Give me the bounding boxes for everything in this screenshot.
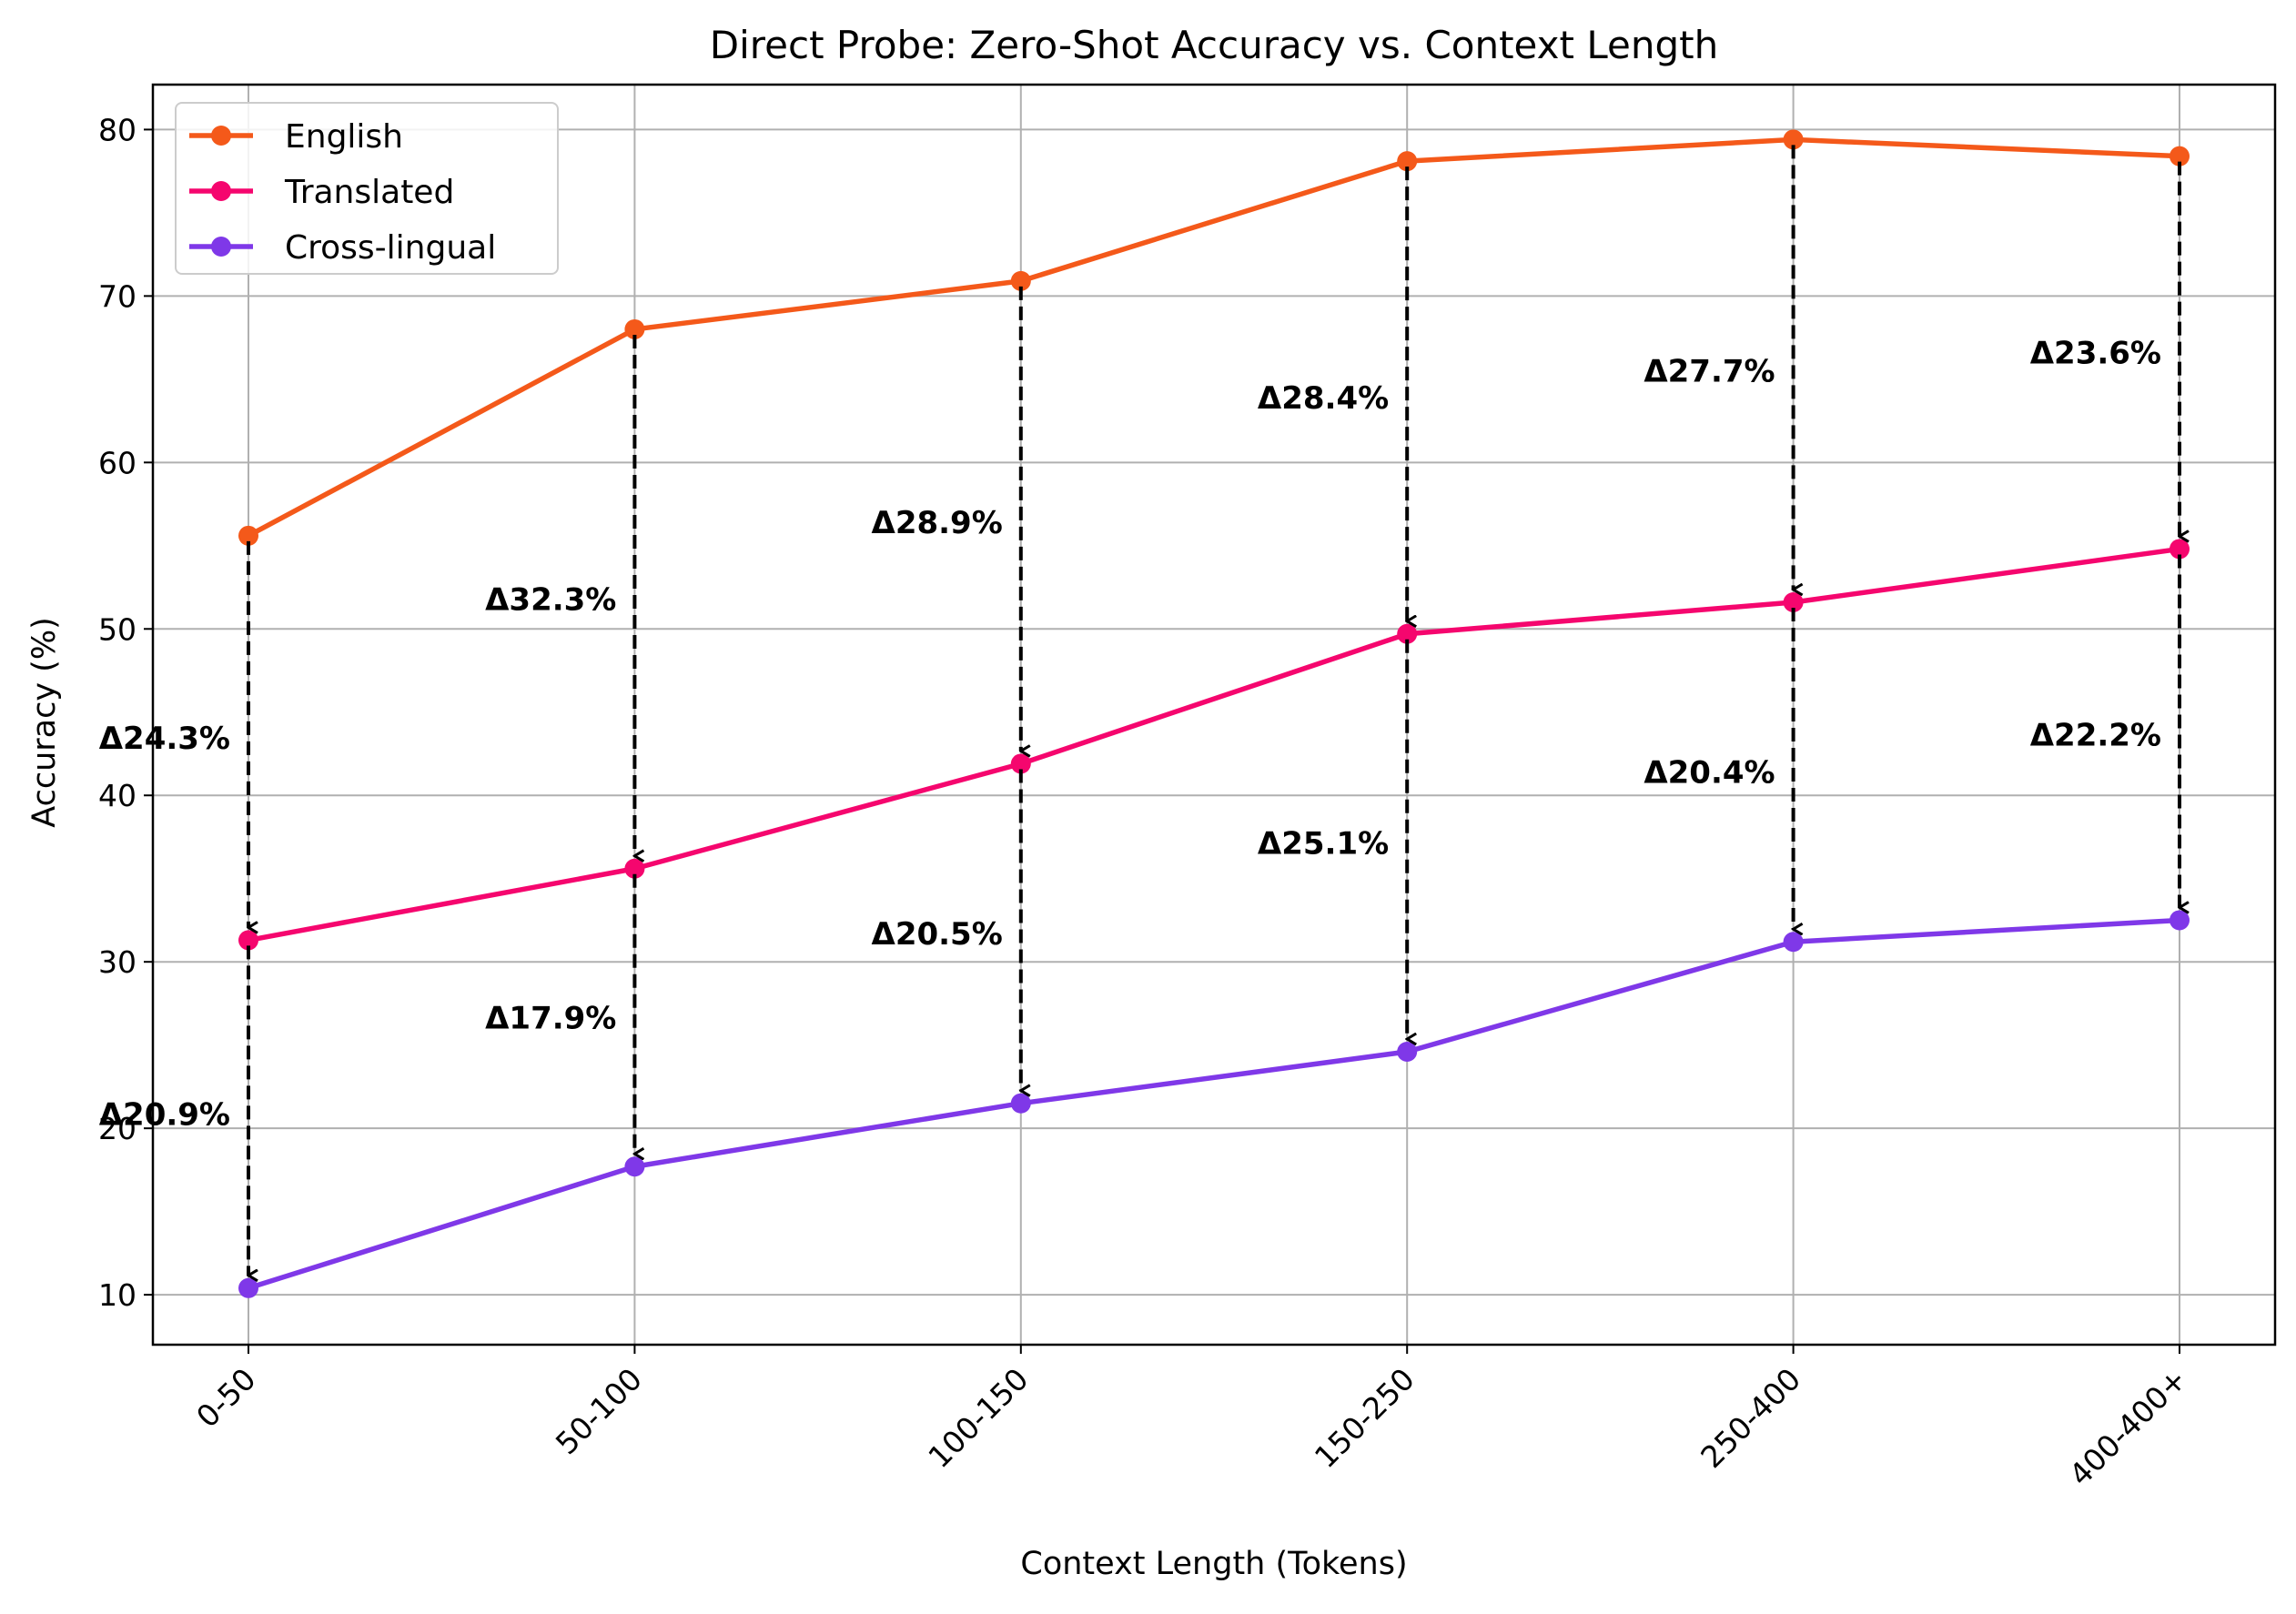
data-point-english-3 [1397, 151, 1418, 172]
data-point-english-1 [624, 318, 645, 339]
data-point-cross-lingual-0 [238, 1277, 258, 1298]
data-point-english-2 [1010, 270, 1031, 291]
data-point-english-0 [238, 525, 258, 546]
y-tick-label-80: 80 [98, 112, 137, 147]
delta-label-9: Δ20.4% [1644, 755, 1775, 792]
data-point-cross-lingual-3 [1397, 1041, 1418, 1062]
series-line-english [247, 136, 2180, 539]
delta-label-7: Δ25.1% [1258, 825, 1389, 862]
data-point-cross-lingual-5 [2170, 910, 2190, 931]
delta-label-2: Δ32.3% [485, 581, 616, 618]
legend-label-0: English [285, 118, 403, 156]
legend-label-2: Cross-lingual [285, 229, 496, 267]
legend-label-1: Translated [284, 174, 454, 211]
data-point-cross-lingual-2 [1010, 1093, 1031, 1114]
delta-label-0: Δ24.3% [99, 721, 230, 757]
legend: English Translated Cross-lingual [175, 102, 559, 275]
delta-label-4: Δ28.9% [872, 505, 1003, 541]
legend-box [175, 102, 559, 275]
legend-swatch-marker-0 [211, 126, 231, 146]
y-axis-ticks: 10 20 30 40 50 60 70 80 [98, 112, 153, 1313]
delta-label-1: Δ20.9% [99, 1097, 230, 1134]
chart-title: Direct Probe: Zero-Shot Accuracy vs. Con… [710, 23, 1718, 67]
delta-annotations: Δ24.3% Δ20.9% Δ32.3% Δ17.9% Δ28.9% Δ20.5% Δ28.… [99, 145, 2180, 1275]
plot-area-frame [151, 83, 2277, 1347]
x-axis-label: Context Length (Tokens) [1020, 1546, 1407, 1582]
data-point-translated-1 [624, 858, 645, 879]
series-line-translated [248, 546, 2180, 943]
data-point-cross-lingual-4 [1783, 932, 1804, 953]
y-tick-label-70: 70 [98, 278, 137, 314]
y-tick-label-20: 20 [98, 1111, 137, 1146]
data-point-cross-lingual-1 [624, 1156, 645, 1177]
series-line-cross-lingual [248, 917, 2180, 1291]
y-tick-label-50: 50 [98, 611, 137, 647]
delta-label-11: Δ22.2% [2030, 717, 2161, 753]
y-tick-label-40: 40 [98, 778, 137, 813]
delta-label-6: Δ28.4% [1258, 380, 1389, 417]
data-point-translated-0 [238, 930, 258, 951]
delta-label-8: Δ27.7% [1644, 354, 1775, 390]
data-point-english-4 [1783, 129, 1804, 150]
delta-label-5: Δ20.5% [872, 916, 1003, 953]
data-point-translated-3 [1397, 623, 1418, 644]
y-tick-label-60: 60 [98, 445, 137, 480]
data-point-translated-5 [2170, 539, 2190, 560]
data-point-english-5 [2170, 146, 2190, 166]
legend-swatch-marker-1 [211, 181, 231, 201]
data-point-translated-2 [1010, 753, 1031, 774]
y-axis-label: Accuracy (%) [26, 617, 63, 827]
data-point-translated-4 [1783, 592, 1804, 613]
series-lines [238, 129, 2190, 1298]
y-tick-label-10: 10 [98, 1277, 137, 1313]
delta-label-10: Δ23.6% [2030, 336, 2161, 372]
delta-label-3: Δ17.9% [485, 1000, 616, 1036]
y-tick-label-30: 30 [98, 944, 137, 980]
legend-swatch-marker-2 [211, 237, 231, 257]
